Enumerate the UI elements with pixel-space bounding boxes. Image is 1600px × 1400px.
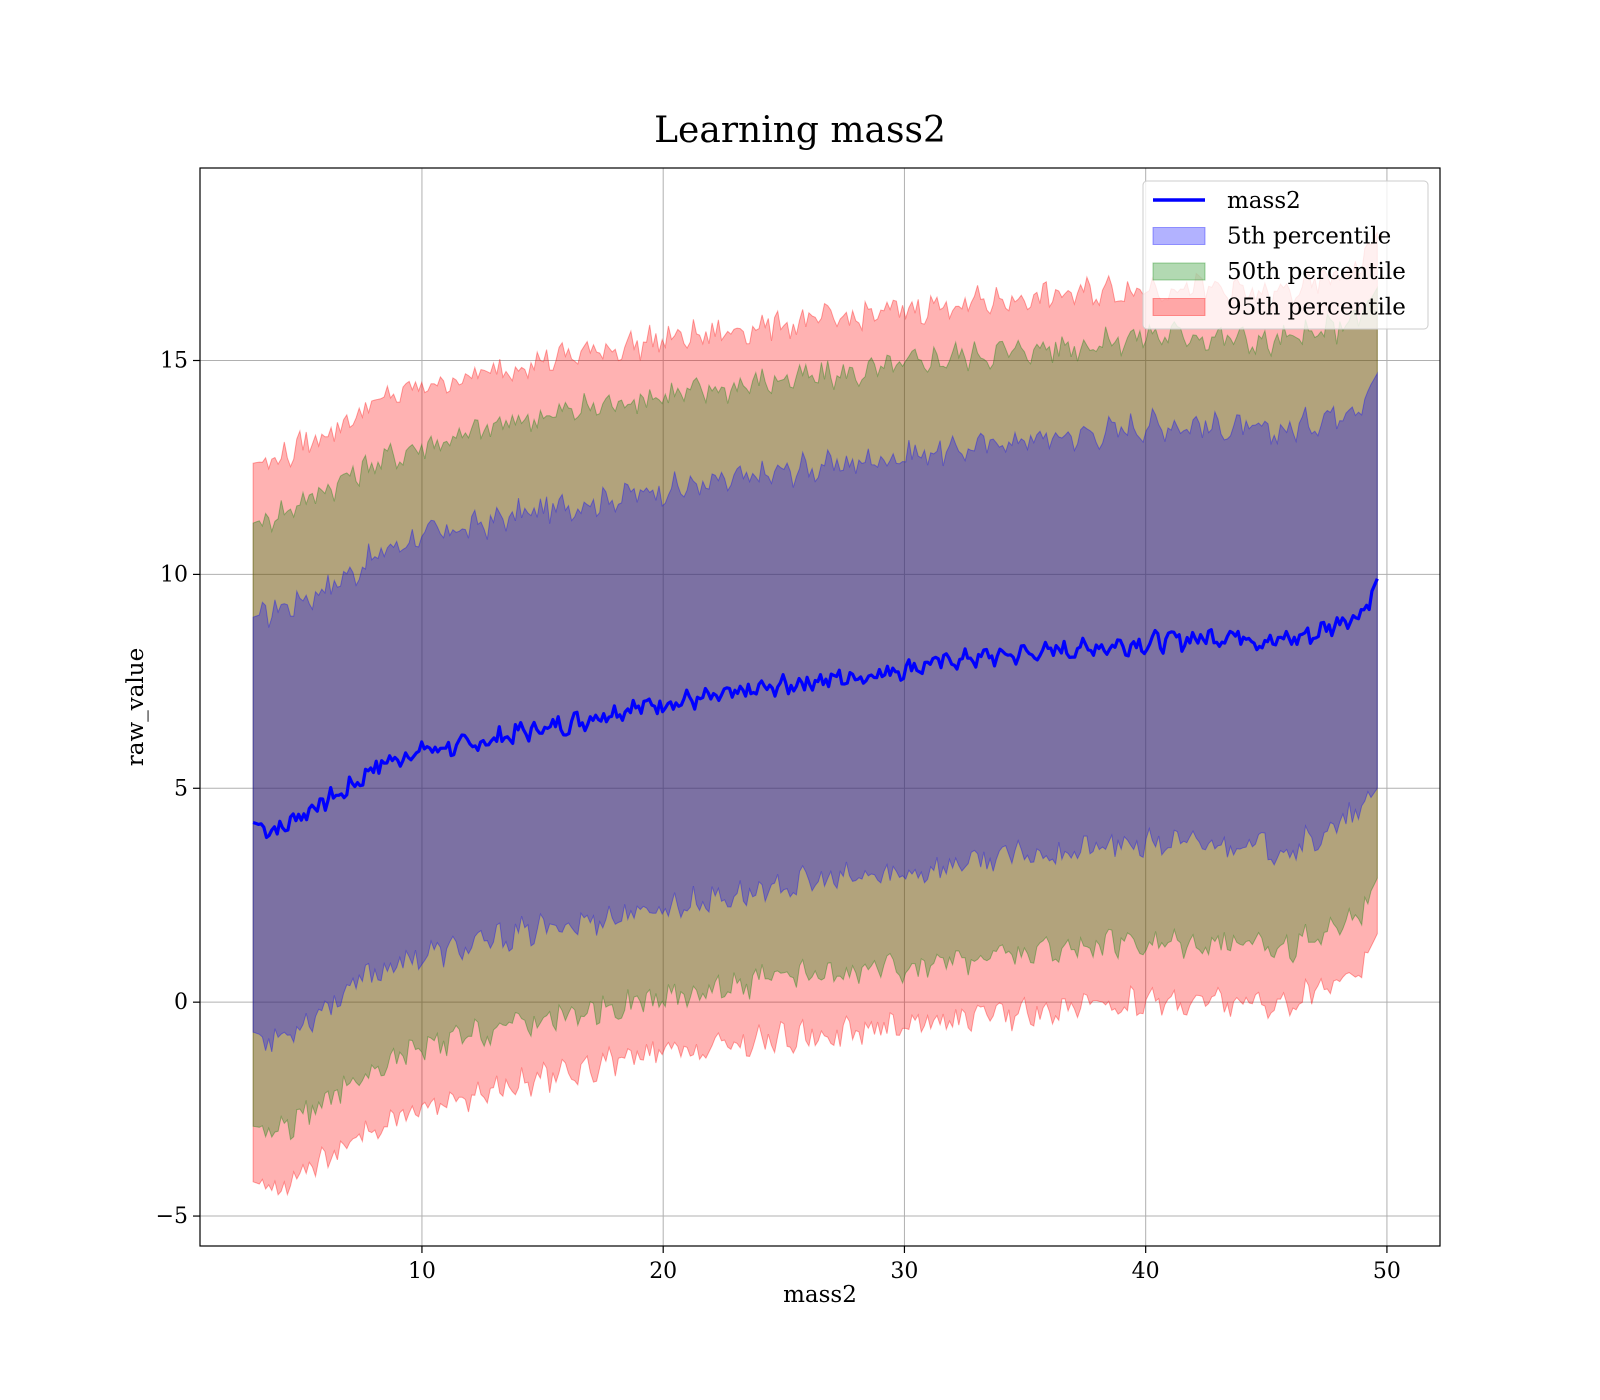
x-tick-label: 30 (890, 1259, 918, 1284)
band-95th-percentile (252, 231, 1378, 1197)
legend-patch-swatch (1152, 262, 1206, 281)
legend-label: mass2 (1227, 188, 1301, 214)
x-axis-label: mass2 (783, 1282, 857, 1308)
legend-label: 5th percentile (1227, 224, 1391, 250)
legend-label: 95th percentile (1227, 295, 1406, 321)
legend: mass2 5th percentile 50th percentile 95th p… (1142, 180, 1429, 330)
legend-patch-swatch (1152, 227, 1206, 245)
x-tick-label: 50 (1373, 1259, 1401, 1284)
x-tick-label: 20 (649, 1259, 677, 1284)
y-tick-label: 5 (174, 776, 188, 801)
y-tick-label: 10 (160, 562, 188, 587)
y-tick-label: 0 (174, 990, 188, 1015)
y-tick-label: −5 (156, 1204, 188, 1229)
axis-ticks: 10 20 30 40 50 −5 0 5 10 15 (156, 349, 1401, 1285)
grid (200, 168, 1440, 1246)
y-axis-label: raw_value (123, 648, 149, 766)
y-tick-label: 15 (160, 349, 188, 374)
chart-title: Learning mass2 (654, 110, 946, 151)
x-tick-label: 40 (1132, 1259, 1160, 1284)
legend-label: 50th percentile (1227, 259, 1406, 285)
band-5th-percentile (252, 371, 1378, 1053)
series-lines (252, 578, 1379, 840)
percentile-bands (252, 231, 1378, 1197)
band-50th-percentile (252, 285, 1378, 1141)
series-line-mass2 (252, 578, 1379, 840)
legend-patch-swatch (1152, 298, 1206, 316)
legend-frame (1142, 180, 1429, 330)
plot-frame (199, 167, 1441, 1247)
x-tick-label: 10 (408, 1259, 436, 1284)
